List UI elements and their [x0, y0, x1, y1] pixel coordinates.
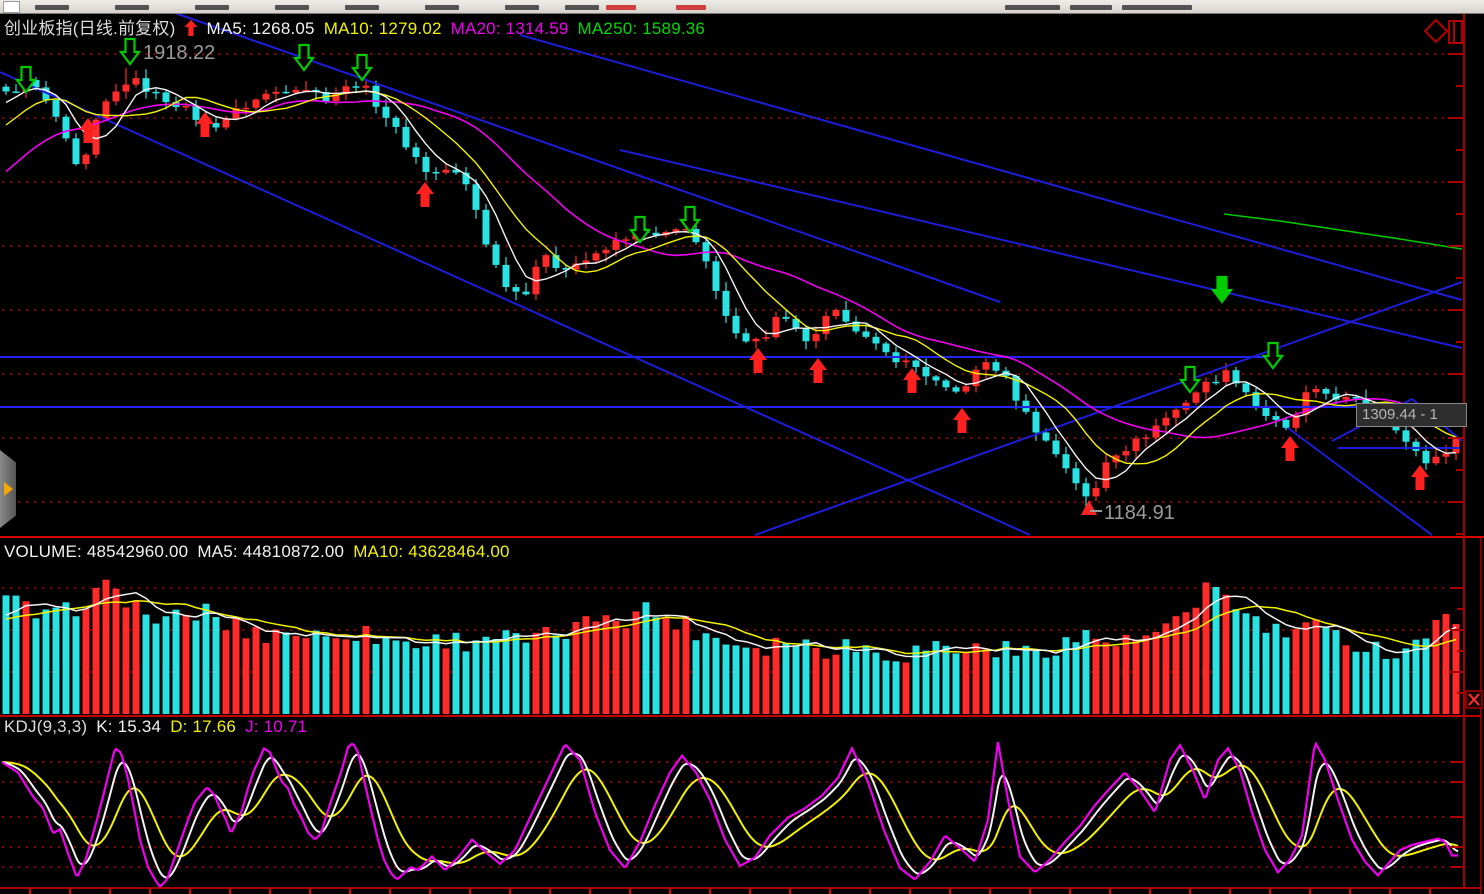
menu-item-fragment[interactable] — [676, 5, 706, 10]
diamond-icon — [1423, 18, 1449, 44]
kdj-header: KDJ(9,3,3) K: 15.34 D: 17.66 J: 10.71 — [4, 717, 316, 737]
menu-item-fragment[interactable] — [275, 5, 309, 10]
menu-item-fragment[interactable] — [35, 5, 69, 10]
window-split-icon — [1448, 20, 1463, 44]
sell-arrow-icon — [292, 43, 316, 72]
top-menu-bar[interactable] — [0, 0, 1484, 14]
menu-item-fragment[interactable] — [606, 5, 636, 10]
sell-arrow-icon — [350, 53, 374, 82]
candlestick-series — [2, 68, 1460, 512]
sell-arrow-icon — [14, 65, 38, 94]
up-arrow-icon — [184, 20, 198, 36]
menu-item-fragment[interactable] — [565, 5, 599, 10]
kdj-series — [1, 741, 1459, 888]
chart-title: 创业板指(日线.前复权) — [4, 19, 176, 38]
kdj-j-value: J: 10.71 — [245, 717, 308, 736]
ma5-value: MA5: 1268.05 — [206, 19, 315, 38]
buy-arrow-icon — [1281, 436, 1299, 461]
buy-arrow-icon — [1411, 465, 1429, 490]
buy-arrow-icon — [953, 408, 971, 433]
kdj-label: KDJ(9,3,3) — [4, 717, 88, 736]
close-icon[interactable] — [1465, 690, 1483, 709]
menu-item-fragment[interactable] — [115, 5, 149, 10]
low-price-annotation: 1184.91 — [1104, 502, 1175, 524]
volume-value: VOLUME: 48542960.00 — [4, 542, 189, 561]
sell-arrow-icon — [1178, 365, 1202, 394]
buy-arrow-icon — [903, 368, 921, 393]
sell-arrow-icon — [1261, 341, 1285, 370]
menu-item-fragment[interactable] — [195, 5, 229, 10]
volume-ma5-value: MA5: 44810872.00 — [197, 542, 345, 561]
sell-arrow-icon — [678, 205, 702, 234]
menu-item-fragment[interactable] — [505, 5, 539, 10]
sidebar-expand-handle[interactable] — [0, 450, 16, 528]
sell-arrow-icon — [628, 215, 652, 244]
trendline-range-label: 1309.44 - 1 — [1356, 403, 1467, 427]
volume-ma10-value: MA10: 43628464.00 — [353, 542, 510, 561]
ma10-value: MA10: 1279.02 — [323, 19, 442, 38]
sell-arrow-icon — [118, 37, 142, 66]
volume-series — [2, 579, 1460, 714]
buy-arrow-icon — [79, 118, 97, 143]
buy-arrow-icon — [196, 112, 214, 137]
volume-header: VOLUME: 48542960.00 MA5: 44810872.00 MA10:… — [4, 542, 519, 562]
ma250-value: MA250: 1589.36 — [577, 19, 706, 38]
sell-arrow-icon — [1210, 275, 1234, 304]
buy-arrow-icon — [416, 182, 434, 207]
kdj-d-value: D: 17.66 — [170, 717, 237, 736]
menu-item-fragment[interactable] — [425, 5, 459, 10]
high-price-annotation: 1918.22 — [143, 42, 216, 64]
ma20-value: MA20: 1314.59 — [450, 19, 569, 38]
menu-item-fragment[interactable] — [1005, 5, 1060, 10]
app-logo-icon — [3, 1, 20, 13]
buy-arrow-icon — [749, 348, 767, 373]
main-chart-header: 创业板指(日线.前复权) MA5: 1268.05 MA10: 1279.02 MA2… — [4, 14, 714, 39]
sidebar-expand-icon — [4, 482, 13, 496]
menu-item-fragment[interactable] — [1070, 5, 1112, 10]
kdj-k-value: K: 15.34 — [96, 717, 162, 736]
menu-item-fragment[interactable] — [345, 5, 379, 10]
menu-item-fragment[interactable] — [1122, 5, 1192, 10]
buy-arrow-icon — [809, 358, 827, 383]
